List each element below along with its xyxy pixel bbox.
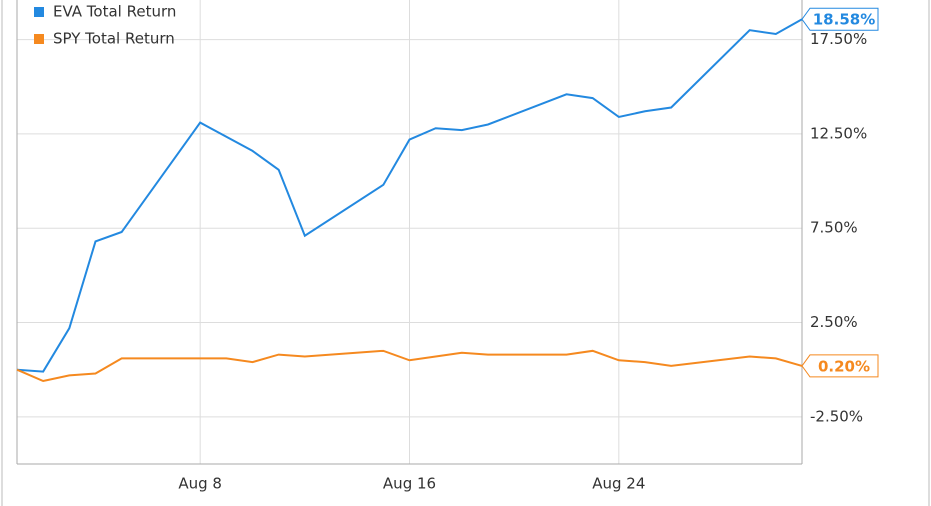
legend-swatch [34,34,44,44]
series-line [16,18,803,373]
legend-swatch [34,7,44,17]
y-tick-label: 17.50% [810,30,867,48]
y-tick-label: 12.50% [810,124,867,142]
grid [16,0,803,465]
end-label-box [801,7,879,31]
plot [16,18,803,383]
legend-label: SPY Total Return [53,30,175,48]
x-tick-label: Aug 16 [383,475,436,493]
end-label: 0.20% [818,357,870,375]
y-tick-label: 7.50% [810,219,858,237]
end-label: 18.58% [813,11,875,29]
labels: -2.50% 2.50% 7.50% 12.50% 17.50% Aug 8 Aug 16 A… [34,3,879,493]
x-tick-label: Aug 24 [592,475,645,493]
end-label-box [801,354,879,378]
legend-label: EVA Total Return [53,3,176,21]
x-tick-label: Aug 8 [178,475,222,493]
y-tick-label: 2.50% [810,313,858,331]
y-tick-label: -2.50% [810,407,863,425]
series-line [16,349,803,383]
